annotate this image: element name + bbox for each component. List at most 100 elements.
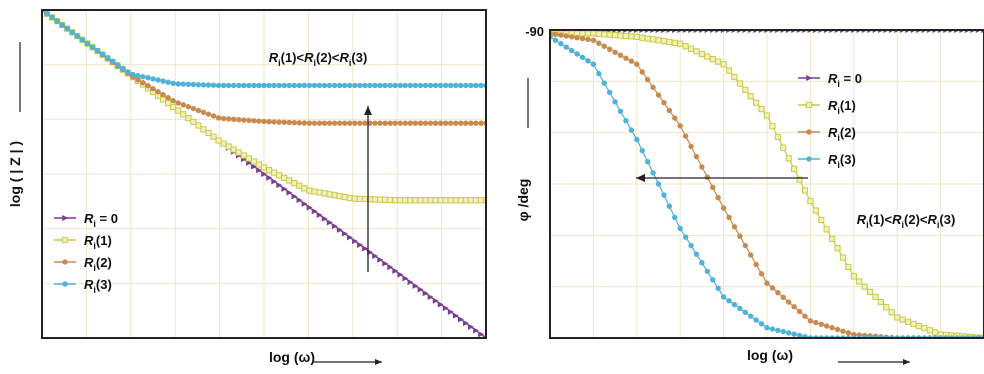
series-marker-3	[120, 65, 126, 71]
series-marker-1	[412, 197, 419, 204]
series-marker-2	[742, 242, 748, 249]
series-marker-0	[457, 316, 464, 323]
series-marker-2	[427, 120, 434, 126]
series-marker-3	[720, 294, 727, 300]
series-marker-0	[352, 238, 359, 245]
series-marker-3	[59, 22, 65, 28]
series-marker-2	[661, 100, 667, 106]
series-marker-2	[829, 325, 835, 331]
series-marker-1	[736, 80, 743, 87]
series-marker-2	[135, 77, 141, 83]
series-marker-1	[190, 118, 197, 125]
series-marker-1	[281, 174, 288, 181]
series-marker-3	[352, 82, 358, 89]
series-marker-3	[677, 225, 683, 232]
series-marker-3	[412, 82, 419, 89]
series-marker-2	[791, 304, 797, 310]
series-marker-2	[387, 120, 393, 126]
series-marker-2	[256, 118, 262, 124]
series-marker-1	[877, 298, 885, 306]
series-marker-2	[190, 105, 197, 112]
series-marker-0	[256, 167, 263, 174]
series-marker-1	[601, 31, 608, 38]
series-marker-2	[596, 40, 602, 46]
series-marker-3	[296, 82, 303, 89]
series-marker-2	[145, 83, 151, 89]
series-marker-3	[742, 309, 748, 316]
series-marker-3	[241, 82, 247, 89]
x-axis-arrowhead	[903, 359, 910, 365]
series-marker-2	[623, 55, 629, 61]
series-marker-1	[311, 188, 318, 195]
series-marker-2	[195, 107, 202, 114]
series-marker-1	[195, 122, 202, 129]
series-marker-2	[220, 115, 227, 122]
series-marker-1	[687, 45, 695, 52]
series-marker-1	[720, 61, 727, 68]
legend-label: Ri = 0	[84, 211, 118, 229]
series-marker-2	[281, 119, 287, 125]
series-marker-1	[210, 133, 217, 140]
series-group	[42, 10, 486, 338]
series-marker-3	[731, 301, 738, 308]
series-marker-2	[579, 35, 586, 42]
series-marker-3	[175, 81, 181, 87]
label-part: (2)	[96, 255, 112, 270]
series-marker-0	[311, 208, 318, 215]
series-marker-3	[180, 81, 186, 87]
legend-label: Ri(1)	[84, 233, 112, 251]
series-marker-3	[748, 313, 754, 319]
label-part: R	[340, 50, 350, 65]
label-part: i	[93, 219, 96, 229]
series-marker-3	[94, 47, 101, 54]
x-axis-label: log (ω)	[747, 347, 793, 363]
series-marker-2	[845, 330, 852, 336]
series-marker-3	[160, 78, 166, 84]
label-part: (2)	[840, 125, 856, 140]
label-part: i	[866, 220, 869, 230]
series-marker-0	[346, 234, 353, 241]
series-marker-2	[442, 120, 449, 126]
series-marker-2	[276, 119, 282, 125]
series-marker-0	[432, 297, 439, 304]
legend-swatch-marker	[806, 75, 813, 81]
label-part: (3)	[840, 152, 856, 167]
series-marker-1	[296, 182, 303, 189]
series-marker-2	[563, 33, 569, 39]
series-marker-2	[726, 214, 732, 221]
series-marker-2	[574, 35, 580, 41]
series-marker-3	[563, 44, 569, 50]
series-marker-0	[463, 320, 470, 327]
series-marker-3	[432, 82, 439, 89]
series-marker-1	[276, 172, 283, 179]
series-marker-3	[737, 305, 743, 312]
series-marker-3	[291, 82, 297, 89]
series-marker-2	[612, 49, 618, 55]
series-marker-2	[160, 91, 166, 98]
series-marker-0	[306, 204, 313, 211]
series-marker-2	[775, 289, 781, 296]
series-marker-3	[215, 82, 222, 89]
series-marker-3	[661, 192, 667, 198]
series-marker-3	[195, 81, 202, 88]
series-marker-2	[266, 119, 272, 125]
series-marker-3	[286, 82, 292, 89]
series-marker-1	[899, 316, 906, 323]
series-marker-2	[682, 133, 689, 139]
series-marker-3	[628, 127, 635, 133]
series-marker-3	[780, 328, 786, 335]
series-marker-3	[601, 80, 607, 86]
annotation-arrowhead	[364, 106, 372, 115]
label-part: (1)	[96, 233, 112, 248]
series-marker-2	[715, 194, 721, 201]
series-marker-3	[44, 11, 50, 17]
series-marker-2	[165, 94, 171, 101]
series-marker-2	[737, 233, 743, 239]
series-marker-1	[170, 103, 177, 111]
series-marker-3	[791, 331, 797, 337]
series-marker-3	[135, 72, 141, 79]
series-marker-3	[726, 298, 732, 304]
series-marker-2	[231, 116, 237, 122]
series-marker-1	[407, 197, 414, 204]
series-marker-2	[402, 120, 408, 126]
